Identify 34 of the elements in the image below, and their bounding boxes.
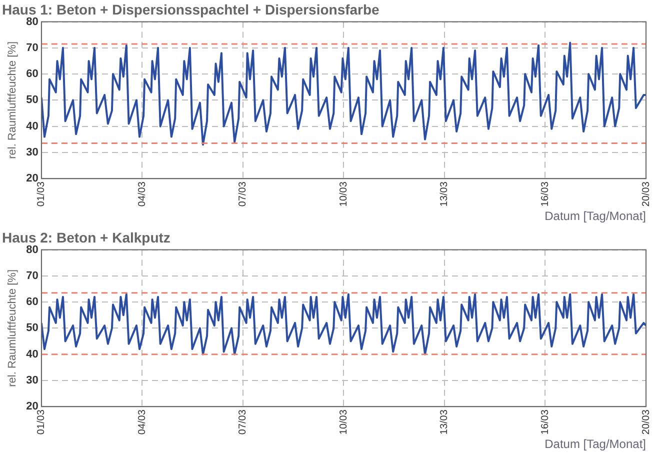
x-tick-label: 20/03 [640,181,652,207]
x-tick-label: 16/03 [540,181,551,207]
y-tick-label: 30 [26,374,38,386]
x-axis-title: Datum [Tag/Monat] [544,209,646,224]
x-tick-label: 07/03 [238,409,249,435]
y-tick-label: 70 [26,42,38,54]
x-tick-label: 20/03 [640,409,652,435]
x-tick-label: 01/03 [36,181,48,207]
y-tick-label: 40 [26,348,38,360]
y-tick-label: 40 [26,120,38,132]
y-tick-label: 80 [26,16,38,28]
y-tick-label: 20 [26,172,38,185]
y-tick-label: 20 [26,400,38,413]
chart-title: Haus 1: Beton + Dispersionsspachtel + Dispersionsfarbe [2,1,380,18]
x-tick-label: 10/03 [338,181,350,207]
y-tick-label: 70 [26,270,38,282]
y-tick-label: 30 [26,146,38,158]
chart-title: Haus 2: Beton + Kalkputz [2,229,170,246]
x-tick-label: 16/03 [540,409,551,435]
y-axis-title: rel. Raumluftfeuchte [%] [6,269,19,387]
y-tick-label: 50 [26,322,38,334]
x-tick-label: 01/03 [36,409,48,435]
x-tick-label: 04/03 [136,181,148,207]
y-tick-label: 50 [26,94,38,106]
x-tick-label: 07/03 [238,181,249,207]
x-tick-label: 04/03 [136,409,148,435]
x-tick-label: 13/03 [439,409,450,435]
x-tick-label: 10/03 [338,409,350,435]
x-tick-label: 13/03 [439,181,450,207]
y-axis-title: rel. Raumluftfeuchte [%] [6,41,19,159]
x-axis-title: Datum [Tag/Monat] [544,437,646,452]
y-tick-label: 60 [26,68,38,80]
y-tick-label: 60 [26,296,38,308]
y-tick-label: 80 [26,244,38,256]
